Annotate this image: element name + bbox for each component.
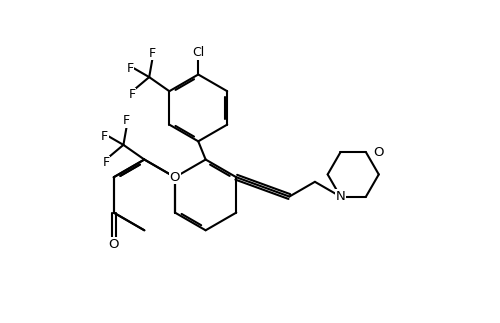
Text: O: O bbox=[373, 146, 384, 159]
Text: F: F bbox=[123, 114, 130, 128]
Text: F: F bbox=[102, 156, 110, 169]
Text: F: F bbox=[148, 47, 156, 60]
Text: F: F bbox=[101, 130, 108, 142]
Text: O: O bbox=[170, 171, 180, 184]
Text: F: F bbox=[126, 62, 134, 75]
Text: F: F bbox=[128, 89, 136, 101]
Text: O: O bbox=[108, 238, 119, 251]
Text: N: N bbox=[336, 190, 345, 203]
Text: Cl: Cl bbox=[192, 46, 204, 59]
